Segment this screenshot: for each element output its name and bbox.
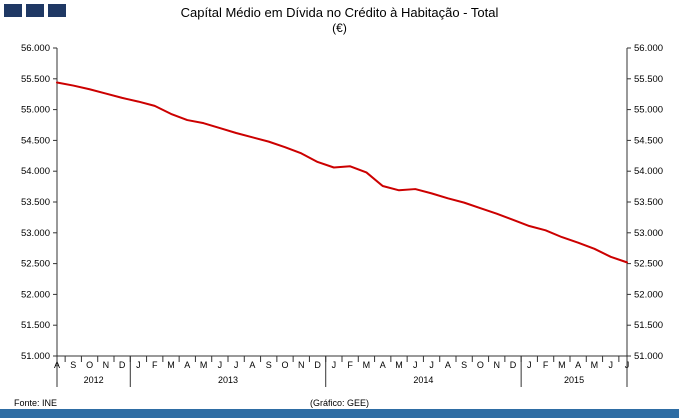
y-tick-label-right: 52.500	[634, 259, 663, 270]
month-label: M	[363, 360, 371, 370]
month-label: J	[136, 360, 141, 370]
month-label: S	[70, 360, 76, 370]
y-tick-label-right: 53.500	[634, 197, 663, 208]
month-label: N	[103, 360, 110, 370]
y-tick-label-left: 51.000	[21, 351, 50, 362]
year-label: 2013	[218, 375, 238, 385]
y-tick-label-right: 54.500	[634, 135, 663, 146]
month-label: M	[395, 360, 403, 370]
month-label: A	[184, 360, 190, 370]
month-label: J	[234, 360, 239, 370]
credit-label: (Gráfico: GEE)	[309, 398, 369, 408]
y-tick-label-right: 55.000	[634, 105, 663, 116]
blue-square-icon	[4, 4, 22, 17]
month-label: M	[591, 360, 599, 370]
month-label: M	[167, 360, 175, 370]
y-tick-label-right: 52.000	[634, 289, 663, 300]
bottom-bar	[0, 409, 679, 418]
month-label: D	[314, 360, 321, 370]
y-tick-label-right: 54.000	[634, 166, 663, 177]
month-label: O	[86, 360, 93, 370]
y-tick-label-right: 51.000	[634, 351, 663, 362]
source-label: Fonte: INE	[14, 398, 58, 408]
axes	[56, 48, 628, 357]
chart-title: Capítal Médio em Dívida no Crédito à Hab…	[180, 5, 499, 20]
logo-strip	[4, 4, 66, 17]
month-label: N	[493, 360, 500, 370]
month-label: N	[298, 360, 305, 370]
month-label: A	[445, 360, 451, 370]
chart-subtitle: (€)	[332, 21, 347, 36]
y-tick-label-left: 55.000	[21, 105, 50, 116]
footer: (Gráfico: GEE) Fonte: INE	[0, 398, 679, 410]
y-tick-label-right: 51.500	[634, 320, 663, 331]
month-label: D	[510, 360, 517, 370]
x-axis: ASOND2012JFMAMJJASOND2013JFMAMJJASOND201…	[54, 356, 629, 387]
y-tick-label-left: 56.000	[21, 43, 50, 54]
y-tick-label-left: 53.500	[21, 197, 50, 208]
month-label: M	[200, 360, 208, 370]
month-label: F	[347, 360, 353, 370]
y-tick-label-left: 52.000	[21, 289, 50, 300]
month-label: J	[527, 360, 532, 370]
y-axis-ticks: 51.000 51.000 51.500 51.500 52.000 52.000 52.5…	[21, 43, 663, 362]
month-label: J	[608, 360, 613, 370]
month-label: O	[477, 360, 484, 370]
data-line	[56, 81, 628, 264]
month-label: J	[429, 360, 434, 370]
y-tick-label-left: 54.500	[21, 135, 50, 146]
month-label: M	[558, 360, 566, 370]
y-tick-label-left: 51.500	[21, 320, 50, 331]
y-tick-label-right: 53.000	[634, 228, 663, 239]
title-block: Capítal Médio em Dívida no Crédito à Hab…	[0, 5, 679, 36]
y-tick-label-left: 53.000	[21, 228, 50, 239]
year-label: 2014	[413, 375, 433, 385]
year-label: 2015	[564, 375, 584, 385]
month-label: A	[380, 360, 386, 370]
month-label: F	[152, 360, 158, 370]
month-label: J	[413, 360, 418, 370]
month-label: A	[249, 360, 255, 370]
month-label: F	[543, 360, 549, 370]
month-label: J	[218, 360, 223, 370]
y-tick-label-right: 55.500	[634, 74, 663, 85]
y-tick-label-left: 54.000	[21, 166, 50, 177]
month-label: D	[119, 360, 126, 370]
month-label: A	[575, 360, 581, 370]
month-label: J	[332, 360, 337, 370]
y-tick-label-left: 52.500	[21, 259, 50, 270]
month-label: S	[461, 360, 467, 370]
month-label: O	[281, 360, 288, 370]
y-tick-label-right: 56.000	[634, 43, 663, 54]
year-label: 2012	[84, 375, 104, 385]
line-chart: 51.000 51.000 51.500 51.500 52.000 52.000 52.5…	[21, 43, 663, 387]
blue-square-icon	[48, 4, 66, 17]
month-label: S	[266, 360, 272, 370]
y-tick-label-left: 55.500	[21, 74, 50, 85]
blue-square-icon	[26, 4, 44, 17]
